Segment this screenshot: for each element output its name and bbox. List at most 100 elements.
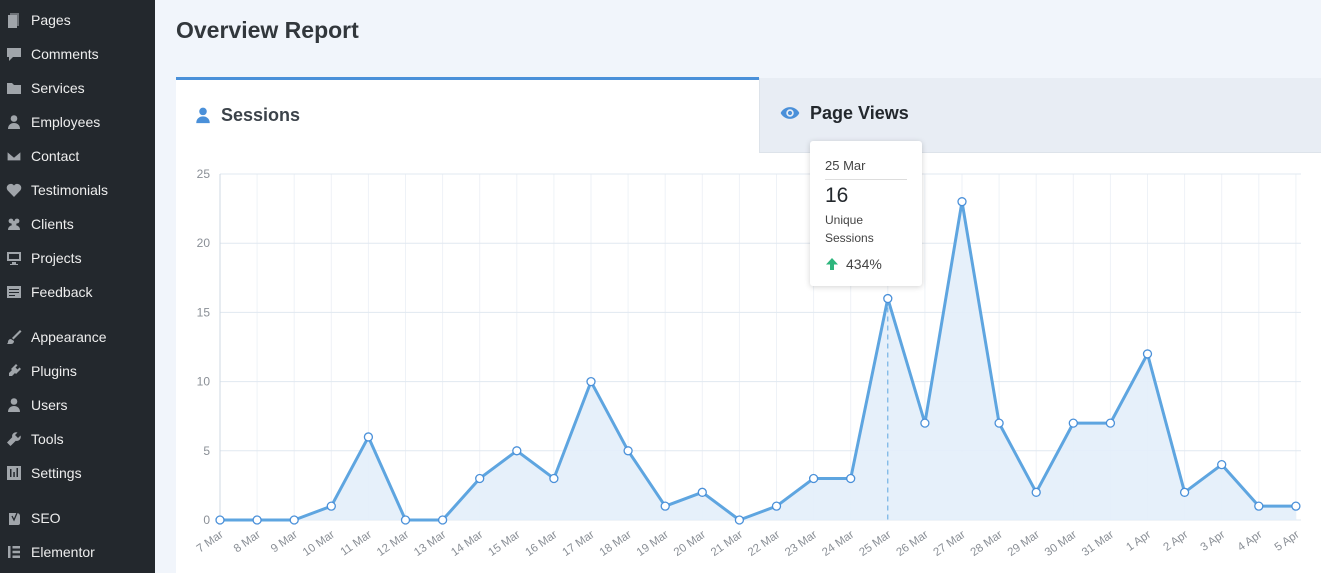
- sidebar-item-plugins[interactable]: Plugins: [0, 356, 155, 386]
- sidebar-item-label: Testimonials: [31, 182, 109, 198]
- tab-sessions[interactable]: Sessions: [176, 77, 759, 153]
- data-point: [215, 515, 225, 525]
- x-tick-label: 27 Mar: [932, 529, 968, 559]
- data-point: [326, 501, 336, 511]
- data-point: [697, 487, 707, 497]
- series-area: [220, 201, 1296, 520]
- sidebar-item-elementor[interactable]: Elementor: [0, 537, 155, 567]
- wrench-icon: [5, 431, 22, 448]
- x-tick-label: 24 Mar: [820, 529, 856, 559]
- sidebar-item-employees[interactable]: Employees: [0, 107, 155, 137]
- x-tick-label: 9 Mar: [269, 529, 300, 556]
- sidebar-item-feedback[interactable]: Feedback: [0, 277, 155, 307]
- sidebar-item-label: Elementor: [31, 544, 95, 560]
- sidebar-item-comments[interactable]: Comments: [0, 39, 155, 69]
- x-tick-label: 22 Mar: [746, 529, 782, 559]
- sidebar-item-projects[interactable]: Projects: [0, 243, 155, 273]
- x-tick-label: 29 Mar: [1006, 529, 1042, 559]
- x-tick-label: 7 Mar: [195, 529, 226, 556]
- sidebar-item-clients[interactable]: Clients: [0, 209, 155, 239]
- x-tick-label: 17 Mar: [561, 529, 597, 559]
- x-tick-label: 16 Mar: [523, 529, 559, 559]
- y-tick-label: 5: [203, 444, 210, 458]
- x-tick-label: 13 Mar: [412, 529, 448, 559]
- comments-icon: [5, 46, 22, 63]
- data-point: [771, 501, 782, 511]
- sidebar-item-seo[interactable]: SEO: [0, 503, 155, 533]
- sidebar-item-label: Services: [31, 80, 85, 96]
- sidebar-item-label: Clients: [31, 216, 74, 232]
- user-icon: [194, 106, 212, 124]
- x-tick-label: 20 Mar: [672, 529, 708, 559]
- y-tick-label: 25: [197, 167, 211, 181]
- data-point: [1217, 459, 1227, 470]
- plugin-icon: [5, 363, 22, 380]
- tab-page-views[interactable]: Page Views: [759, 78, 1321, 153]
- data-point: [994, 418, 1004, 428]
- mail-icon: [5, 148, 22, 165]
- x-tick-label: 19 Mar: [635, 529, 671, 559]
- sidebar-item-label: Contact: [31, 148, 80, 164]
- sidebar-item-services[interactable]: Services: [0, 73, 155, 103]
- tooltip-label: Unique Sessions: [825, 213, 874, 245]
- tooltip-change: 434%: [846, 256, 882, 272]
- settings-icon: [5, 465, 22, 482]
- data-point: [920, 418, 930, 428]
- sidebar-item-label: Settings: [31, 465, 82, 481]
- x-tick-label: 1 Apr: [1124, 529, 1153, 554]
- data-point: [1031, 487, 1041, 497]
- sidebar-item-settings[interactable]: Settings: [0, 458, 155, 488]
- y-tick-label: 20: [197, 236, 211, 250]
- x-tick-label: 14 Mar: [449, 529, 485, 559]
- chart-tooltip: 25 Mar 16 Unique Sessions 434%: [810, 141, 922, 286]
- sidebar-item-label: Tools: [31, 431, 64, 447]
- data-point: [734, 515, 745, 525]
- sidebar-item-label: Pages: [31, 12, 71, 28]
- data-point: [437, 515, 448, 525]
- x-tick-label: 31 Mar: [1080, 529, 1116, 559]
- tab-sessions-label: Sessions: [221, 105, 301, 125]
- sidebar-item-testimonials[interactable]: Testimonials: [0, 175, 155, 205]
- sidebar-item-contact[interactable]: Contact: [0, 141, 155, 171]
- sidebar-item-label: Appearance: [31, 329, 107, 345]
- tooltip-date: 25 Mar: [825, 158, 866, 173]
- series-line: [220, 200, 1296, 522]
- data-point: [1142, 349, 1153, 359]
- data-point: [363, 432, 374, 442]
- tooltip-divider: [825, 179, 907, 180]
- data-point: [512, 446, 522, 456]
- data-point: [549, 473, 559, 484]
- data-point: [289, 515, 299, 525]
- x-tick-label: 2 Apr: [1161, 529, 1190, 554]
- data-point: [623, 446, 633, 456]
- x-tick-label: 25 Mar: [857, 529, 893, 559]
- data-point: [660, 501, 670, 511]
- sidebar-item-label: Projects: [31, 250, 82, 266]
- data-point: [1068, 418, 1078, 428]
- x-tick-label: 4 Apr: [1236, 529, 1265, 554]
- user-icon: [5, 397, 22, 414]
- sidebar-item-tools[interactable]: Tools: [0, 424, 155, 454]
- arrow-up-icon: [825, 257, 839, 271]
- data-point: [252, 515, 262, 525]
- data-point: [475, 473, 485, 484]
- page-title: Overview Report: [176, 17, 359, 43]
- data-point: [1254, 501, 1264, 511]
- y-tick-label: 0: [203, 513, 210, 527]
- sidebar-item-pages[interactable]: Pages: [0, 5, 155, 35]
- y-tick-label: 15: [197, 305, 211, 319]
- yoast-icon: [5, 510, 22, 527]
- data-point: [400, 515, 411, 525]
- eye-icon: [780, 104, 800, 122]
- sidebar-item-label: Comments: [31, 46, 99, 62]
- sessions-chart: 0 5 10 15 20 25 7 Mar 8 Mar 9 Mar 10 Mar 11 Mar 12 …: [195, 167, 1302, 559]
- y-tick-label: 10: [197, 375, 211, 389]
- sidebar-item-label: SEO: [31, 510, 61, 526]
- data-point: [957, 197, 967, 207]
- user-icon: [5, 114, 22, 131]
- paintbrush-icon: [5, 329, 22, 346]
- sidebar-item-users[interactable]: Users: [0, 390, 155, 420]
- sidebar-item-appearance[interactable]: Appearance: [0, 322, 155, 352]
- x-tick-label: 28 Mar: [969, 529, 1005, 559]
- data-point: [586, 376, 596, 387]
